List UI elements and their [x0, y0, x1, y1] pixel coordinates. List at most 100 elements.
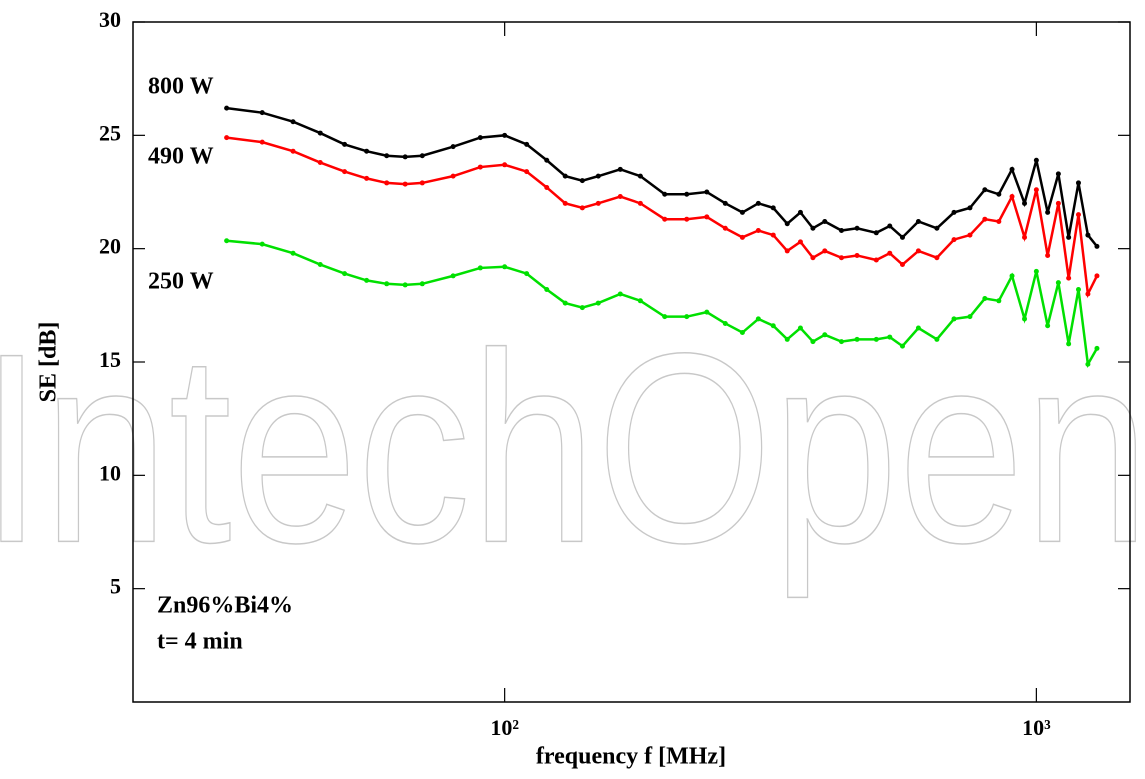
data-point — [887, 250, 893, 256]
data-point — [810, 255, 816, 261]
y-tick-label: 10 — [99, 460, 121, 485]
data-point — [637, 298, 643, 304]
data-point — [544, 184, 550, 190]
data-point — [810, 225, 816, 231]
data-point — [402, 154, 408, 160]
data-point — [1094, 243, 1100, 249]
data-point — [524, 271, 530, 277]
data-point — [579, 178, 585, 184]
data-point — [1055, 280, 1061, 286]
data-point — [982, 296, 988, 302]
data-point — [822, 248, 828, 254]
data-point — [873, 230, 879, 236]
data-point — [384, 180, 390, 186]
data-point — [722, 225, 728, 231]
watermark: IntechOpen — [0, 298, 1145, 600]
data-point — [1045, 252, 1051, 258]
data-point — [739, 209, 745, 215]
annotation: t= 4 min — [157, 629, 243, 655]
data-point — [579, 205, 585, 211]
data-point — [934, 255, 940, 261]
data-point — [797, 209, 803, 215]
data-point — [502, 162, 508, 168]
data-point — [951, 209, 957, 215]
data-point — [704, 309, 710, 315]
data-point — [854, 336, 860, 342]
data-point — [915, 248, 921, 254]
data-point — [838, 339, 844, 345]
data-point — [967, 314, 973, 320]
data-point — [1075, 180, 1081, 186]
data-point — [1009, 273, 1015, 279]
data-point — [722, 200, 728, 206]
data-point — [1066, 234, 1072, 240]
y-axis-label: SE [dB] — [36, 322, 62, 403]
data-point — [544, 157, 550, 163]
data-point — [342, 169, 348, 175]
y-tick-label: 20 — [99, 234, 121, 259]
data-point — [259, 139, 265, 145]
data-point — [838, 255, 844, 261]
data-point — [873, 257, 879, 263]
data-point — [450, 144, 456, 150]
data-point — [915, 218, 921, 224]
data-point — [1055, 200, 1061, 206]
data-point — [1066, 275, 1072, 281]
data-point — [887, 223, 893, 229]
data-point — [1094, 345, 1100, 351]
data-point — [996, 298, 1002, 304]
data-point — [1045, 323, 1051, 329]
data-point — [1022, 234, 1028, 240]
data-point — [259, 110, 265, 116]
data-point — [951, 237, 957, 243]
data-point — [1066, 341, 1072, 347]
data-point — [684, 191, 690, 197]
data-point — [854, 225, 860, 231]
data-point — [899, 234, 905, 240]
data-point — [1009, 166, 1015, 172]
data-point — [982, 187, 988, 193]
data-point — [595, 173, 601, 179]
data-point — [617, 291, 623, 297]
data-point — [934, 225, 940, 231]
data-point — [1033, 268, 1039, 274]
data-point — [770, 205, 776, 211]
data-point — [290, 119, 296, 125]
data-point — [524, 141, 530, 147]
y-tick-label: 25 — [99, 120, 121, 145]
data-point — [477, 164, 483, 170]
data-point — [637, 173, 643, 179]
data-point — [770, 232, 776, 238]
data-point — [419, 180, 425, 186]
data-point — [402, 181, 408, 187]
series-line — [226, 106, 1098, 248]
data-point — [739, 234, 745, 240]
data-point — [784, 336, 790, 342]
data-point — [662, 216, 668, 222]
x-axis-label: frequency f [MHz] — [536, 744, 726, 770]
data-point — [317, 130, 323, 136]
data-point — [951, 316, 957, 322]
data-point — [224, 105, 230, 111]
data-point — [739, 330, 745, 336]
data-point — [996, 191, 1002, 197]
data-point — [873, 336, 879, 342]
data-point — [822, 218, 828, 224]
data-point — [1045, 209, 1051, 215]
data-point — [1085, 361, 1091, 367]
series-line — [226, 239, 1099, 369]
data-point — [477, 135, 483, 141]
series-line — [226, 136, 1099, 299]
y-tick-label: 15 — [99, 347, 121, 372]
data-point — [854, 252, 860, 258]
data-point — [797, 239, 803, 245]
data-point — [317, 262, 323, 268]
data-point — [595, 200, 601, 206]
data-point — [637, 200, 643, 206]
data-point — [562, 300, 568, 306]
data-point — [562, 200, 568, 206]
data-point — [579, 305, 585, 311]
data-point — [450, 173, 456, 179]
data-point — [290, 250, 296, 256]
data-point — [755, 316, 761, 322]
